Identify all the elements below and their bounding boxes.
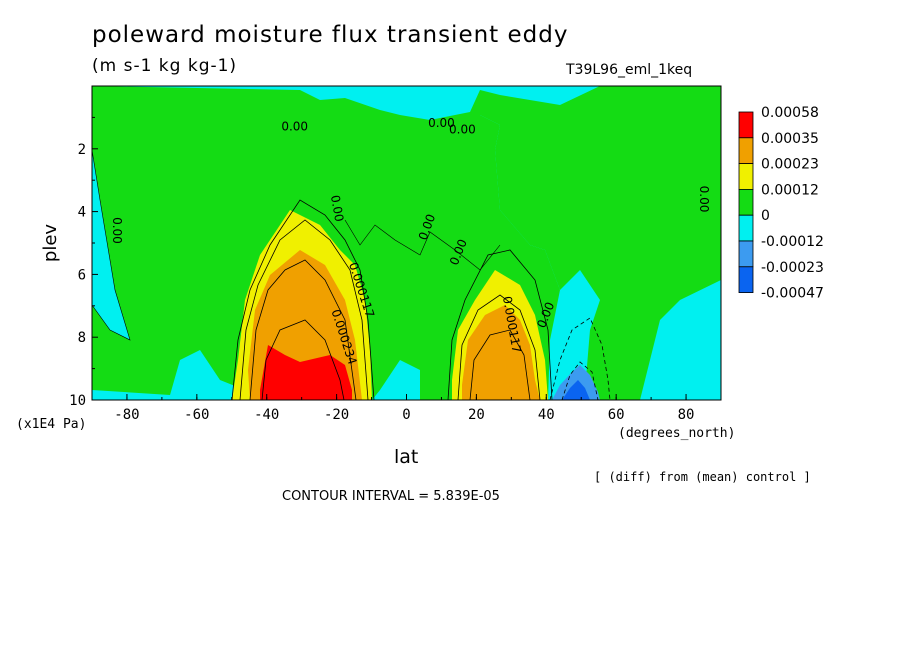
- contour-line: [249, 259, 357, 400]
- x-axis-label: lat: [394, 446, 419, 468]
- y-tick-label: 6: [78, 267, 86, 283]
- x-tick-label: 80: [678, 407, 695, 423]
- y-axis-unit: (x1E4 Pa): [16, 417, 87, 432]
- contour-interval: CONTOUR INTERVAL = 5.839E-05: [282, 489, 500, 504]
- contour-label: 0.00: [697, 186, 711, 213]
- fill-band-darkblue: [562, 380, 590, 400]
- x-tick-label: -20: [324, 407, 349, 423]
- colorbar-label: 0.00035: [761, 131, 819, 147]
- x-tick-label: 60: [608, 407, 625, 423]
- contour-label: 0.00: [449, 122, 476, 136]
- x-tick-label: 20: [468, 407, 485, 423]
- y-tick-label: 10: [69, 393, 86, 409]
- colorbar-swatch: [738, 266, 754, 293]
- colorbar-swatch: [738, 240, 754, 268]
- contour-line: [239, 219, 369, 400]
- contour-line-zero: [344, 219, 501, 271]
- contour-line: [261, 319, 345, 400]
- x-tick-label: 40: [538, 407, 555, 423]
- fill-band-orange-north: [462, 305, 540, 400]
- contour-label: 0.00: [328, 194, 346, 223]
- fill-band-red: [260, 345, 352, 400]
- contour-line: [231, 199, 375, 400]
- contour-lines: [92, 149, 611, 400]
- x-tick-label: -80: [114, 407, 139, 423]
- x-axis-unit: (degrees_north): [618, 426, 736, 441]
- contour-label: 0.00: [110, 217, 124, 244]
- contour-line-zero: [92, 149, 131, 341]
- y-tick-label: 4: [78, 205, 86, 221]
- x-tick-label: -60: [184, 407, 209, 423]
- contour-line: [457, 294, 541, 400]
- diff-note: [ (diff) from (mean) control ]: [594, 470, 811, 484]
- y-axis-label: plev: [40, 224, 61, 263]
- x-tick-label: -40: [254, 407, 279, 423]
- contour-fills: [92, 86, 721, 400]
- colorbar: 0.00058 0.00035 0.00023 0.00012 0 -0.00012 -0.…: [738, 105, 824, 302]
- contour-line: [447, 249, 553, 400]
- colorbar-label: 0: [761, 208, 770, 224]
- fill-band-zero-north: [480, 86, 721, 400]
- x-axis: -80 -60 -40 -20 0 20 40 60 80: [91, 394, 722, 423]
- colorbar-swatch: [738, 137, 754, 165]
- x-tick-label: 0: [402, 407, 410, 423]
- colorbar-label: -0.00012: [761, 234, 824, 250]
- y-tick-label: 8: [78, 330, 86, 346]
- contour-label: 0.00: [281, 119, 308, 133]
- colorbar-label: 0.00023: [761, 157, 819, 173]
- colorbar-swatch: [738, 188, 754, 216]
- colorbar-swatch: [738, 163, 754, 190]
- contour-label: 0.00: [428, 116, 455, 130]
- chart-title: poleward moisture flux transient eddy: [92, 22, 569, 48]
- contour-line: [469, 329, 531, 400]
- dataset-label: T39L96_eml_1keq: [566, 62, 693, 78]
- colorbar-label: 0.00058: [761, 105, 819, 121]
- y-axis: 2 4 6 8 10: [69, 116, 98, 409]
- colorbar-label: -0.00047: [761, 286, 824, 302]
- contour-line-negative: [561, 361, 599, 400]
- colorbar-swatch: [738, 111, 754, 139]
- y-tick-label: 2: [78, 142, 86, 158]
- colorbar-label: -0.00023: [761, 260, 824, 276]
- colorbar-label: 0.00012: [761, 182, 819, 198]
- chart-units: (m s-1 kg kg-1): [92, 56, 238, 76]
- colorbar-swatch: [738, 214, 754, 242]
